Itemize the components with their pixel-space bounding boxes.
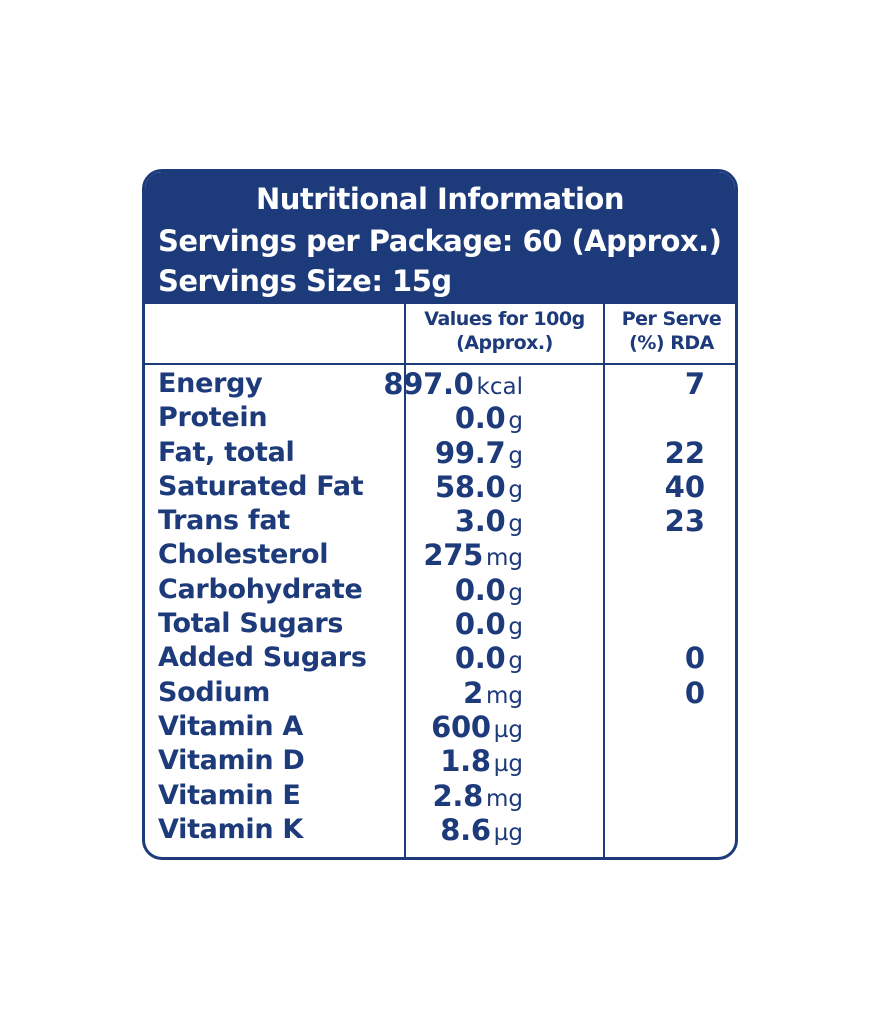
- value-number: 0.0: [454, 641, 506, 676]
- nutrient-value: 0.0 g: [455, 642, 523, 679]
- table-row: Vitamin K 8.6 µg: [145, 814, 735, 848]
- rda-value: 7: [684, 367, 705, 401]
- nutrient-name: Protein: [158, 402, 268, 434]
- table-row: Sodium 2 mg 0: [145, 677, 735, 711]
- value-number: 0.0: [454, 607, 506, 642]
- rda-header-line1: Per Serve: [621, 308, 722, 330]
- table-row: Added Sugars 0.0 g 0: [145, 642, 735, 676]
- nutrient-value: 0.0 g: [455, 608, 523, 645]
- nutrient-name: Energy: [158, 368, 263, 399]
- value-number: 0.0: [454, 401, 506, 436]
- nutrient-value: 600 µg: [431, 711, 523, 748]
- nutrient-value: 0.0 g: [455, 402, 523, 439]
- nutrient-value: 0.0 g: [455, 574, 523, 611]
- rda-header-line2: (%) RDA: [629, 332, 714, 354]
- nutrient-rows: Energy 897.0 kcal 7 Protein 0.0 g Fat, tot…: [145, 368, 735, 848]
- serving-size: Servings Size: 15g: [158, 264, 452, 298]
- values-header-line2: (Approx.): [456, 332, 553, 354]
- nutrient-value: 8.6 µg: [440, 814, 523, 851]
- nutrient-name: Sodium: [158, 676, 271, 708]
- nutrient-value: 275 mg: [423, 539, 523, 576]
- value-number: 99.7: [435, 435, 506, 470]
- values-header-line1: Values for 100g: [424, 308, 585, 330]
- table-row: Vitamin A 600 µg: [145, 711, 735, 745]
- table-row: Protein 0.0 g: [145, 402, 735, 436]
- nutrient-name: Vitamin K: [158, 813, 304, 845]
- nutrition-header: Nutritional Information Servings per Pac…: [145, 172, 735, 304]
- nutrient-value: 897.0 kcal: [383, 368, 523, 405]
- rda-value: 23: [664, 504, 705, 539]
- value-unit: mg: [485, 545, 523, 572]
- nutrient-value: 1.8 µg: [440, 745, 523, 782]
- value-unit: g: [508, 408, 523, 435]
- rda-value: 40: [664, 469, 705, 504]
- value-unit: µg: [493, 751, 523, 778]
- nutrient-name: Added Sugars: [158, 642, 367, 674]
- rda-value: 0: [684, 641, 705, 676]
- nutrient-name: Vitamin D: [158, 745, 305, 777]
- value-unit: g: [508, 648, 523, 675]
- value-number: 1.8: [440, 744, 491, 779]
- value-unit: g: [508, 442, 523, 469]
- column-divider-2: [603, 304, 605, 857]
- panel-title: Nutritional Information: [256, 182, 624, 216]
- value-number: 0.0: [454, 572, 506, 607]
- value-number: 58.0: [435, 469, 506, 504]
- nutrient-value: 2 mg: [463, 677, 523, 714]
- value-unit: µg: [493, 716, 523, 743]
- rda-value: 22: [664, 435, 705, 470]
- nutrient-name: Carbohydrate: [158, 573, 363, 605]
- value-number: 2.8: [432, 778, 484, 813]
- table-row: Cholesterol 275 mg: [145, 539, 735, 573]
- value-unit: mg: [485, 785, 523, 812]
- nutrient-value: 2.8 mg: [433, 780, 524, 817]
- table-row: Fat, total 99.7 g 22: [145, 437, 735, 471]
- rda-column-header: Per Serve (%) RDA: [605, 307, 735, 355]
- value-number: 8.6: [440, 812, 491, 847]
- table-row: Total Sugars 0.0 g: [145, 608, 735, 642]
- nutrition-panel: Nutritional Information Servings per Pac…: [142, 169, 738, 860]
- rda-value: 0: [684, 675, 705, 710]
- table-row: Carbohydrate 0.0 g: [145, 574, 735, 608]
- column-divider-1: [404, 304, 406, 857]
- value-number: 897.0: [383, 367, 474, 401]
- header-divider: [145, 363, 735, 365]
- nutrient-name: Trans fat: [158, 505, 290, 537]
- nutrient-value: 58.0 g: [435, 471, 523, 508]
- value-unit: g: [508, 476, 523, 503]
- nutrient-name: Cholesterol: [158, 539, 329, 571]
- table-row: Vitamin E 2.8 mg: [145, 780, 735, 814]
- table-row: Saturated Fat 58.0 g 40: [145, 471, 735, 505]
- nutrient-name: Saturated Fat: [158, 470, 364, 502]
- table-row: Trans fat 3.0 g 23: [145, 505, 735, 539]
- value-number: 2: [463, 675, 483, 710]
- value-unit: kcal: [476, 374, 523, 400]
- nutrient-name: Vitamin E: [158, 779, 301, 811]
- value-number: 275: [423, 538, 483, 573]
- nutrient-name: Vitamin A: [158, 710, 304, 742]
- nutrient-value: 3.0 g: [455, 505, 523, 542]
- value-unit: g: [508, 511, 523, 538]
- value-number: 3.0: [454, 504, 506, 539]
- servings-per-package: Servings per Package: 60 (Approx.): [158, 224, 722, 258]
- nutrient-name: Fat, total: [158, 436, 295, 468]
- value-number: 600: [431, 709, 491, 744]
- value-unit: µg: [493, 819, 523, 846]
- table-row: Vitamin D 1.8 µg: [145, 745, 735, 779]
- nutrient-value: 99.7 g: [435, 437, 523, 474]
- table-row: Energy 897.0 kcal 7: [145, 368, 735, 402]
- nutrient-name: Total Sugars: [158, 608, 344, 640]
- value-unit: mg: [485, 682, 523, 709]
- value-unit: g: [508, 614, 523, 641]
- values-column-header: Values for 100g (Approx.): [406, 307, 603, 355]
- value-unit: g: [508, 579, 523, 606]
